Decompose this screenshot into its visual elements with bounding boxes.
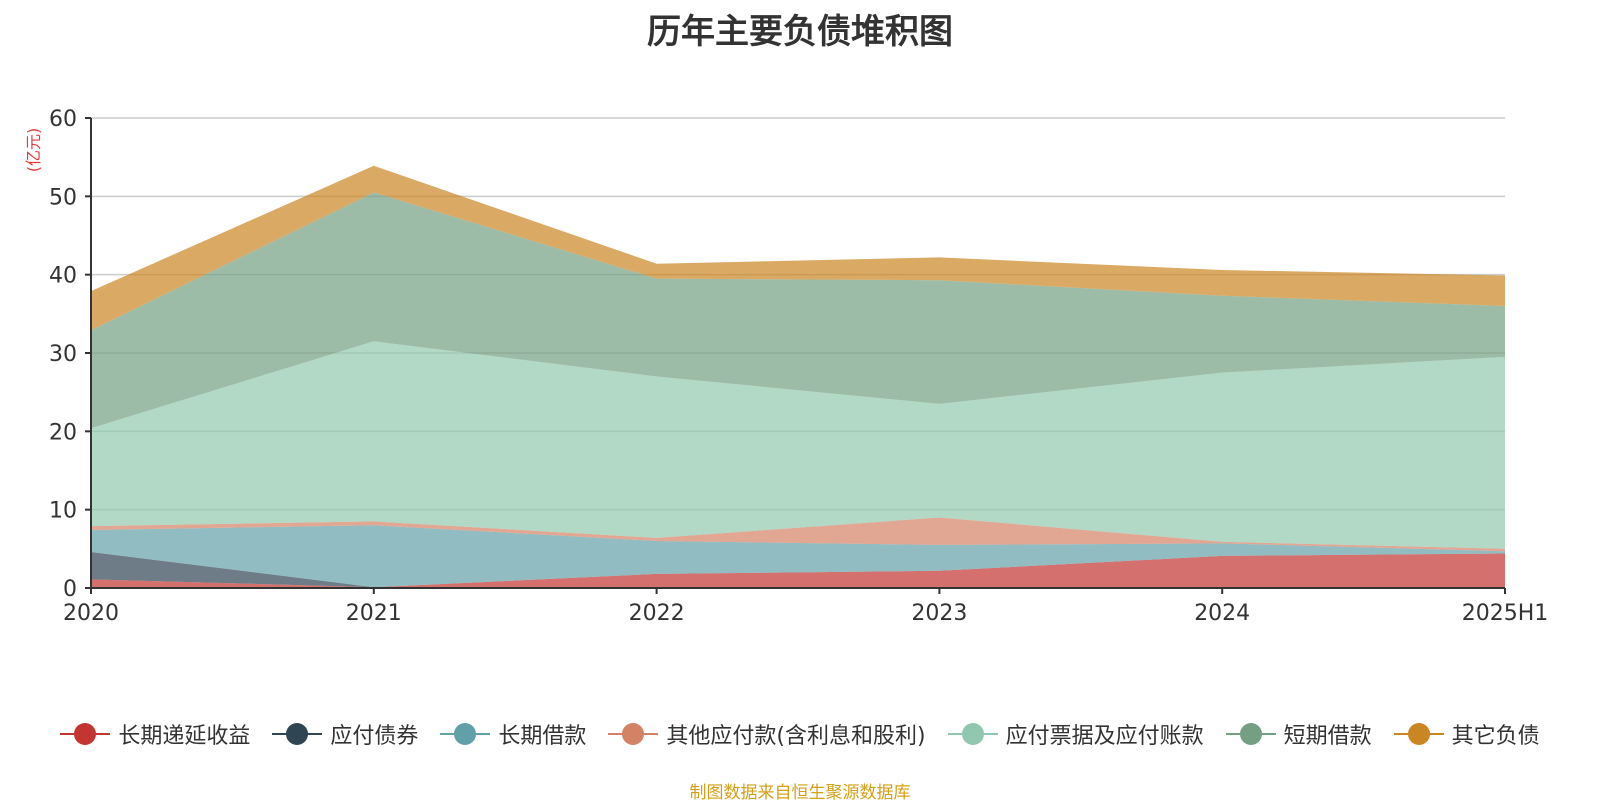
x-tick-label-0: 2020: [63, 601, 119, 626]
area-series-4: [91, 341, 1505, 549]
x-tick-label-5: 2025H1: [1462, 601, 1549, 626]
area-series-3: [91, 517, 1505, 552]
legend-item-3[interactable]: 其他应付款(含利息和股利): [608, 718, 926, 750]
y-tick-label-30: 30: [49, 342, 77, 367]
y-tick-label-10: 10: [49, 499, 77, 524]
legend-item-0[interactable]: 长期递延收益: [60, 718, 250, 750]
legend-label: 应付票据及应付账款: [1005, 724, 1204, 749]
x-tick-label-1: 2021: [346, 601, 402, 626]
legend-marker-icon: [440, 721, 491, 747]
legend-label: 长期递延收益: [118, 724, 251, 749]
legend-marker-icon: [947, 721, 998, 747]
area-series-2: [91, 525, 1505, 588]
legend-label: 长期借款: [498, 724, 587, 749]
legend-marker-icon: [1393, 721, 1444, 747]
legend-label: 应付债券: [330, 724, 419, 749]
legend-item-4[interactable]: 应付票据及应付账款: [947, 718, 1204, 750]
legend-item-2[interactable]: 长期借款: [440, 718, 586, 750]
stacked-area-chart: 0 10 20 30 40 50 60 2020 2021 2022 2023 2024 2025H1: [49, 107, 1548, 626]
y-tick-label-60: 60: [49, 107, 77, 132]
area-series-0: [91, 553, 1505, 588]
legend-marker-icon: [60, 721, 111, 747]
source-note: 制图数据来自恒生聚源数据库: [689, 783, 911, 803]
area-series-5: [91, 192, 1505, 429]
area-series-6: [91, 165, 1505, 331]
legend-marker-icon: [1225, 721, 1276, 747]
legend: 长期递延收益 应付债券 长期借款 其他应付款(含利息和股利) 应付票据及应付账款 短期借款…: [0, 718, 1600, 750]
legend-label: 短期借款: [1283, 724, 1372, 749]
axes: 0 10 20 30 40 50 60 2020 2021 2022 2023 2024 2025H1: [49, 107, 1548, 626]
y-tick-label-50: 50: [49, 185, 77, 210]
y-tick-label-0: 0: [63, 577, 77, 602]
legend-marker-icon: [272, 721, 323, 747]
x-tick-label-3: 2023: [911, 601, 967, 626]
legend-item-6[interactable]: 其它负债: [1393, 718, 1540, 750]
y-tick-label-20: 20: [49, 420, 77, 445]
y-tick-label-40: 40: [49, 264, 77, 289]
legend-item-5[interactable]: 短期借款: [1225, 718, 1372, 750]
legend-marker-icon: [608, 721, 659, 747]
legend-item-1[interactable]: 应付债券: [272, 718, 418, 750]
x-tick-label-2: 2022: [629, 601, 685, 626]
chart-title: 历年主要负债堆积图: [647, 12, 953, 52]
legend-label: 其它负债: [1451, 724, 1540, 749]
x-tick-label-4: 2024: [1194, 601, 1250, 626]
legend-label: 其他应付款(含利息和股利): [666, 724, 926, 749]
area-series: [91, 165, 1505, 588]
